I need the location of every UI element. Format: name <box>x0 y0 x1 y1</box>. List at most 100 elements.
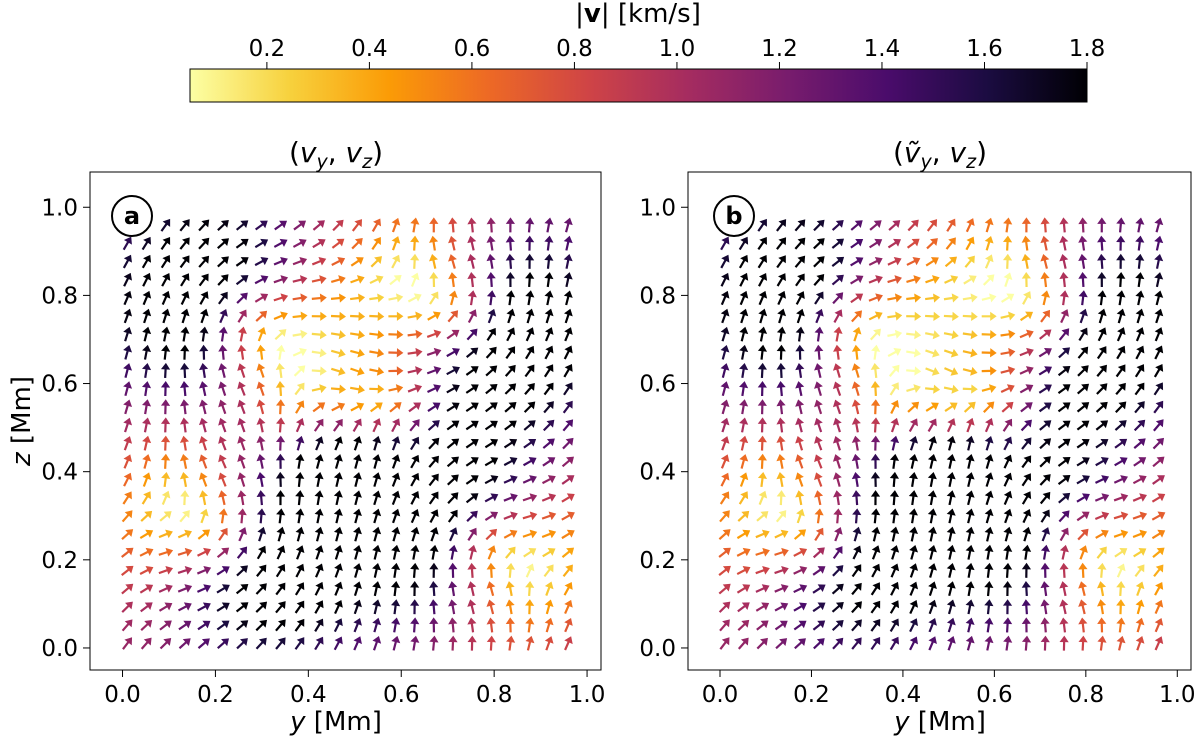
quiver-arrow <box>981 384 997 394</box>
quiver-arrow <box>122 637 133 650</box>
quiver-arrow <box>505 599 515 615</box>
quiver-arrow <box>794 255 806 268</box>
quiver-arrow <box>1021 599 1031 615</box>
quiver-arrow <box>1152 547 1165 558</box>
quiver-arrow <box>946 599 956 615</box>
quiver-arrow <box>946 563 956 578</box>
quiver-arrow <box>1097 217 1107 233</box>
quiver-arrow <box>1132 475 1147 485</box>
quiver-arrow <box>925 275 940 284</box>
quiver-arrow <box>831 238 845 249</box>
quiver-arrow <box>1040 235 1050 251</box>
quiver-arrow <box>720 254 730 269</box>
quiver-arrow <box>257 327 267 342</box>
quiver-arrow <box>293 365 306 377</box>
quiver-arrow <box>1153 419 1164 432</box>
quiver-arrow <box>1079 545 1088 560</box>
quiver-arrow <box>1078 290 1088 306</box>
quiver-arrow <box>870 435 881 451</box>
quiver-arrow <box>563 253 573 269</box>
quiver-arrow <box>504 401 517 413</box>
quiver-arrow <box>562 419 574 432</box>
quiver-arrow <box>160 399 171 415</box>
quiver-arrow <box>852 545 862 560</box>
quiver-arrow <box>353 581 362 597</box>
quiver-arrow <box>467 599 477 615</box>
quiver-arrow <box>563 272 573 288</box>
quiver-arrow <box>275 637 286 650</box>
quiver-arrow <box>467 254 477 269</box>
quiver-arrow <box>254 257 269 267</box>
quiver-arrow <box>870 637 881 650</box>
quiver-arrow <box>312 220 325 231</box>
quiver-arrow <box>522 457 537 467</box>
quiver-arrow <box>121 510 133 523</box>
quiver-arrow <box>739 326 749 342</box>
quiver-arrow <box>962 330 978 340</box>
quiver-arrow <box>159 511 172 522</box>
quiver-arrow <box>544 235 554 251</box>
quiver-arrow <box>561 547 575 558</box>
quiver-arrow <box>962 384 978 394</box>
quiver-arrow <box>218 472 227 487</box>
quiver-arrow <box>927 418 937 432</box>
quiver-arrow <box>755 565 770 575</box>
quiver-arrow <box>736 584 751 594</box>
quiver-arrow <box>832 363 842 378</box>
quiver-arrow <box>486 327 496 341</box>
quiver-arrow <box>1040 509 1050 523</box>
quiver-arrow <box>1116 327 1126 342</box>
quiver-arrow <box>254 238 269 249</box>
quiver-arrow <box>564 308 573 324</box>
quiver-arrow <box>541 529 557 539</box>
quiver-arrow <box>353 617 362 633</box>
quiver-arrow <box>140 619 153 631</box>
quiver-arrow <box>738 236 749 251</box>
quiver-arrow <box>486 253 496 269</box>
quiver-arrow <box>831 256 845 267</box>
quiver-arrow <box>851 381 861 397</box>
quiver-arrow <box>217 219 229 231</box>
quiver-arrow <box>793 584 808 594</box>
quiver-arrow <box>486 599 496 615</box>
quiver-arrow <box>389 274 402 286</box>
quiver-arrow <box>984 254 994 269</box>
quiver-arrow <box>984 490 994 506</box>
quiver-arrow <box>544 217 554 233</box>
quiver-arrow <box>1038 348 1052 358</box>
quiver-arrow <box>446 456 459 468</box>
quiver-arrow <box>372 418 382 433</box>
quiver-arrow <box>1114 457 1128 467</box>
quiver-arrow <box>216 566 230 576</box>
quiver-arrow <box>484 420 498 431</box>
quiver-arrow <box>887 238 902 249</box>
quiver-arrow <box>943 293 959 303</box>
quiver-arrow <box>562 564 573 577</box>
quiver-arrow <box>388 311 404 321</box>
quiver-arrow <box>720 326 730 342</box>
quiver-arrow <box>755 584 770 593</box>
quiver-arrow <box>1021 437 1032 450</box>
quiver-arrow <box>908 418 918 433</box>
quiver-arrow <box>391 254 401 269</box>
quiver-arrow <box>410 526 420 542</box>
quiver-arrow <box>1132 493 1147 502</box>
quiver-arrow <box>350 257 364 267</box>
quiver-arrow <box>1040 544 1050 560</box>
quiver-arrow <box>1019 384 1034 394</box>
quiver-arrow <box>831 274 844 286</box>
quiver-arrow <box>962 293 978 303</box>
quiver-arrow <box>890 563 900 578</box>
quiver-arrow <box>506 290 516 306</box>
quiver-arrow <box>793 529 807 540</box>
quiver-arrow <box>372 562 382 578</box>
quiver-arrow <box>1003 562 1013 578</box>
quiver-arrow <box>391 581 401 597</box>
quiver-arrow <box>776 362 786 378</box>
panel-b-letter: b <box>725 202 742 230</box>
quiver-arrow <box>1003 436 1013 451</box>
quiver-arrow <box>505 272 515 288</box>
quiver-arrow <box>485 402 498 413</box>
quiver-arrow <box>984 454 994 469</box>
quiver-arrow <box>928 617 937 633</box>
